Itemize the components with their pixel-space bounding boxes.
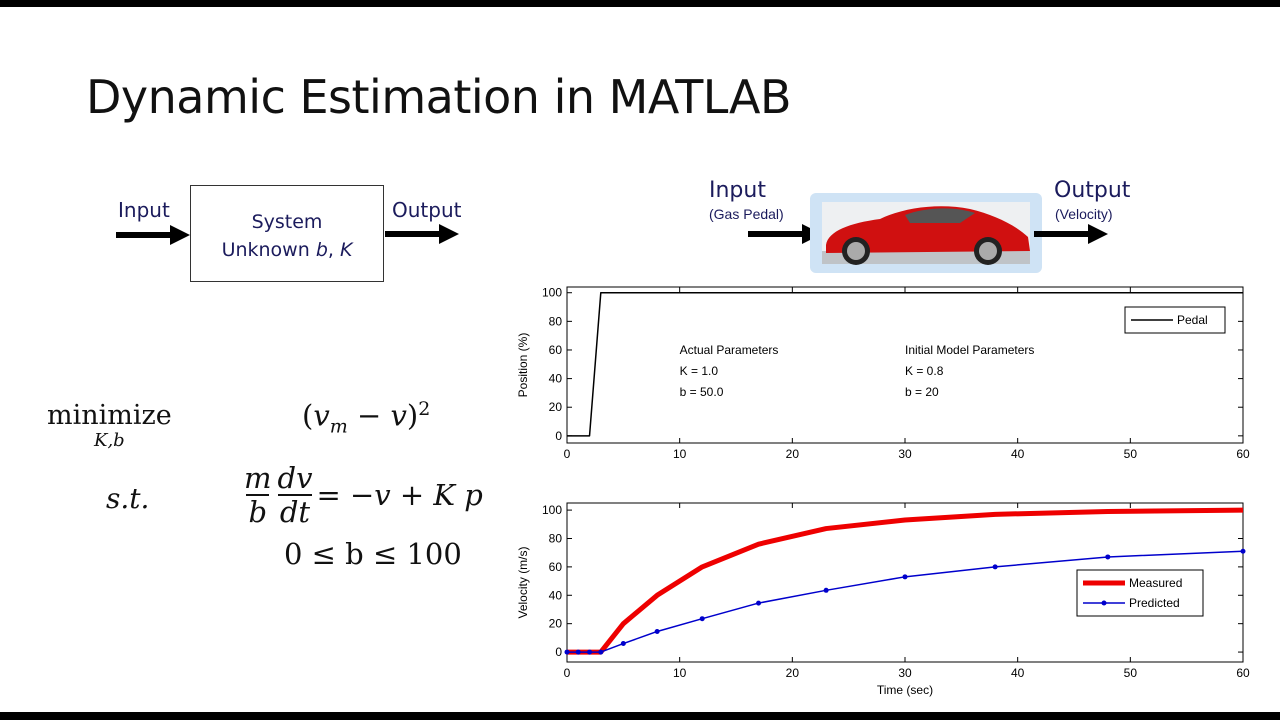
annotation-text: Initial Model Parameters (905, 343, 1034, 357)
fraction-dv-dt: dv dt (278, 462, 313, 528)
legend-box (1076, 569, 1204, 617)
x-tick-label: 60 (1236, 666, 1250, 680)
y-tick-label: 20 (549, 400, 563, 414)
y-tick-label: 40 (549, 372, 563, 386)
top-letterbox (0, 0, 1280, 7)
objective-function: (vm − v)2 (302, 398, 430, 437)
annotation-text: b = 50.0 (680, 385, 724, 399)
minimize-subscript: K,b (94, 430, 125, 451)
data-point (1240, 548, 1246, 554)
data-point (823, 587, 829, 593)
bound-constraint: 0 ≤ b ≤ 100 (284, 537, 462, 571)
legend-label: Measured (1129, 576, 1182, 590)
y-tick-label: 0 (555, 429, 562, 443)
annotation-text: Actual Parameters (680, 343, 779, 357)
car-image (810, 193, 1042, 273)
data-point (902, 574, 908, 580)
input-label: Input (118, 198, 170, 222)
unknown-K: K (339, 239, 353, 261)
bottom-letterbox (0, 712, 1280, 720)
y-tick-label: 40 (549, 588, 563, 602)
data-point (587, 649, 593, 655)
data-point (598, 649, 604, 655)
ode-rhs: = −v + K p (316, 478, 483, 512)
annotation-text: b = 20 (905, 385, 939, 399)
output-label: Output (392, 198, 462, 222)
x-tick-label: 10 (673, 447, 687, 460)
y-tick-label: 60 (549, 343, 563, 357)
x-tick-label: 20 (786, 666, 800, 680)
var-v: v (313, 398, 330, 433)
data-point (992, 564, 998, 570)
data-point (699, 616, 705, 622)
x-tick-label: 30 (898, 666, 912, 680)
y-tick-label: 80 (549, 531, 563, 545)
var-v2: v (390, 398, 407, 433)
car-input-label: Input (709, 178, 766, 203)
output-arrow-icon (385, 224, 459, 244)
y-tick-label: 100 (542, 503, 562, 517)
x-tick-label: 40 (1011, 666, 1025, 680)
data-point (564, 649, 570, 655)
annotation-text: K = 1.0 (680, 364, 719, 378)
car-output-sublabel: (Velocity) (1055, 206, 1113, 222)
system-unknowns: Unknown b, K (191, 236, 383, 264)
position-chart: 0 10 20 30 40 50 60 0 20 40 60 80 100 Position (%) Ped… (516, 286, 1250, 460)
paren-open: ( (302, 398, 314, 433)
system-box: System Unknown b, K (190, 185, 384, 282)
unknown-b: b (315, 239, 328, 261)
legend-label: Predicted (1129, 596, 1180, 610)
x-tick-label: 20 (786, 447, 800, 460)
car-output-arrow-icon (1034, 224, 1108, 244)
unknown-sep: , (327, 239, 340, 261)
paren-close: ) (406, 398, 419, 433)
x-tick-label: 0 (564, 666, 571, 680)
data-point (654, 628, 660, 634)
slide-title: Dynamic Estimation in MATLAB (86, 70, 792, 124)
system-label: System (251, 211, 323, 233)
minimize-label: minimize (47, 400, 172, 431)
x-tick-label: 0 (564, 447, 571, 460)
legend-marker (1101, 600, 1107, 606)
data-point (756, 600, 762, 606)
y-tick-label: 100 (542, 286, 562, 300)
x-tick-label: 30 (898, 447, 912, 460)
annotation-text: K = 0.8 (905, 364, 944, 378)
x-tick-label: 40 (1011, 447, 1025, 460)
sup-2: 2 (418, 398, 431, 420)
sub-m: m (329, 415, 348, 438)
x-tick-label: 10 (673, 666, 687, 680)
frac2-num: dv (277, 461, 313, 495)
frac1-num: m (244, 461, 272, 495)
frac1-den: b (246, 494, 270, 529)
car-input-sublabel: (Gas Pedal) (709, 206, 784, 222)
minus: − (347, 398, 391, 433)
series-line-measured (567, 507, 1244, 655)
data-point (575, 649, 581, 655)
y-axis-label: Position (%) (516, 333, 530, 398)
car-output-label: Output (1054, 178, 1131, 203)
velocity-chart: 0 10 20 30 40 50 60 0 20 40 60 80 100 Velocity (m/s) T… (516, 502, 1250, 697)
x-tick-label: 50 (1124, 447, 1138, 460)
y-tick-label: 20 (549, 617, 563, 631)
legend-label: Pedal (1177, 313, 1208, 327)
series-line-pedal (567, 291, 1243, 437)
y-axis-label: Velocity (m/s) (516, 546, 530, 618)
y-tick-label: 60 (549, 560, 563, 574)
y-tick-label: 80 (549, 314, 563, 328)
x-tick-label: 50 (1124, 666, 1138, 680)
x-tick-label: 60 (1236, 447, 1250, 460)
x-axis-label: Time (sec) (877, 683, 933, 697)
unknown-prefix: Unknown (221, 239, 316, 261)
subject-to-label: s.t. (106, 482, 150, 515)
input-arrow-icon (116, 225, 190, 245)
y-tick-label: 0 (555, 645, 562, 659)
data-point (1105, 554, 1111, 560)
data-point (620, 641, 626, 647)
frac2-den: dt (277, 494, 313, 529)
